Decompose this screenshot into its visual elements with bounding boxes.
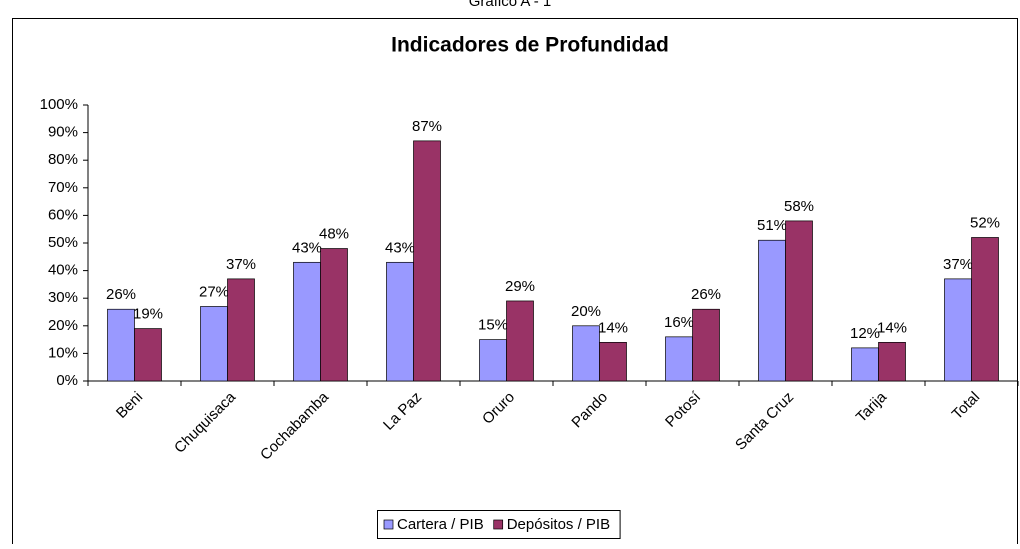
value-label: 20% xyxy=(571,303,601,320)
value-label: 16% xyxy=(664,314,694,331)
y-tick-label: 90% xyxy=(48,124,78,141)
value-label: 12% xyxy=(850,325,880,342)
value-label: 15% xyxy=(478,317,508,334)
value-label: 29% xyxy=(505,278,535,295)
value-label: 48% xyxy=(319,225,349,242)
y-tick-label: 50% xyxy=(48,234,78,251)
bar xyxy=(785,220,813,382)
bar xyxy=(572,325,600,382)
bar xyxy=(134,328,162,382)
chart-border xyxy=(12,18,1018,549)
chart-title: Indicadores de Profundidad xyxy=(391,34,669,57)
y-tick-label: 30% xyxy=(48,289,78,306)
y-tick-label: 40% xyxy=(48,262,78,279)
legend-swatch xyxy=(383,519,394,530)
value-label: 27% xyxy=(199,283,229,300)
y-tick-label: 80% xyxy=(48,151,78,168)
chart-caption: Gráfico A - 1 xyxy=(469,0,552,10)
bar xyxy=(479,339,507,382)
y-tick-label: 70% xyxy=(48,179,78,196)
bar xyxy=(944,278,972,382)
bar xyxy=(386,261,414,382)
value-label: 58% xyxy=(784,198,814,215)
value-label: 52% xyxy=(970,214,1000,231)
y-tick-label: 100% xyxy=(40,96,78,113)
bar xyxy=(851,347,879,382)
y-tick-label: 60% xyxy=(48,206,78,223)
value-label: 37% xyxy=(943,256,973,273)
bar xyxy=(227,278,255,382)
value-label: 19% xyxy=(133,306,163,323)
bar xyxy=(692,308,720,382)
value-label: 51% xyxy=(757,217,787,234)
value-label: 26% xyxy=(691,286,721,303)
bar xyxy=(599,342,627,382)
value-label: 87% xyxy=(412,118,442,135)
bar xyxy=(971,237,999,382)
bar xyxy=(878,342,906,382)
value-label: 14% xyxy=(598,319,628,336)
value-label: 14% xyxy=(877,319,907,336)
value-label: 26% xyxy=(106,286,136,303)
value-label: 43% xyxy=(292,239,322,256)
bar xyxy=(293,261,321,382)
bar xyxy=(758,239,786,382)
y-tick-label: 20% xyxy=(48,317,78,334)
value-label: 43% xyxy=(385,239,415,256)
y-tick-label: 10% xyxy=(48,344,78,361)
value-label: 37% xyxy=(226,256,256,273)
bar xyxy=(506,300,534,382)
y-tick-label: 0% xyxy=(56,372,78,389)
legend-swatch xyxy=(493,519,504,530)
bar xyxy=(665,336,693,382)
bar xyxy=(413,140,441,382)
bar xyxy=(200,306,228,382)
bar xyxy=(107,308,135,382)
legend-label: Depósitos / PIB xyxy=(507,516,610,533)
bar xyxy=(320,248,348,382)
legend-label: Cartera / PIB xyxy=(397,516,484,533)
